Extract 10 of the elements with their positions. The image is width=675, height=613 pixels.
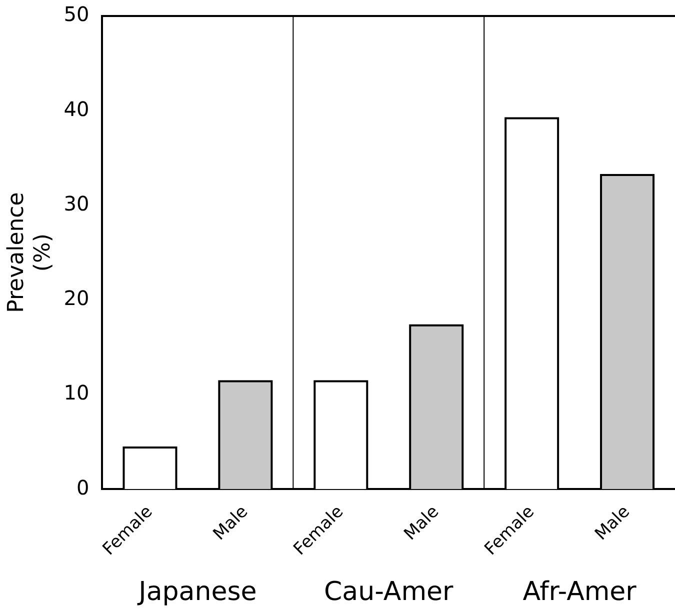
text: Cau-Amer <box>324 576 454 607</box>
y-tick-label: 50 <box>64 2 90 26</box>
y-tick-label: 30 <box>64 191 90 216</box>
y-axis-title: Prevalence (%) <box>4 192 56 313</box>
y-tick-label: 0 <box>76 475 90 500</box>
y-tick-label: 10 <box>64 380 90 405</box>
text: Japanese <box>136 576 257 607</box>
y-tick-label: 40 <box>64 96 90 121</box>
text: Afr-Amer <box>522 576 637 607</box>
y-tick-label: 20 <box>64 286 90 310</box>
